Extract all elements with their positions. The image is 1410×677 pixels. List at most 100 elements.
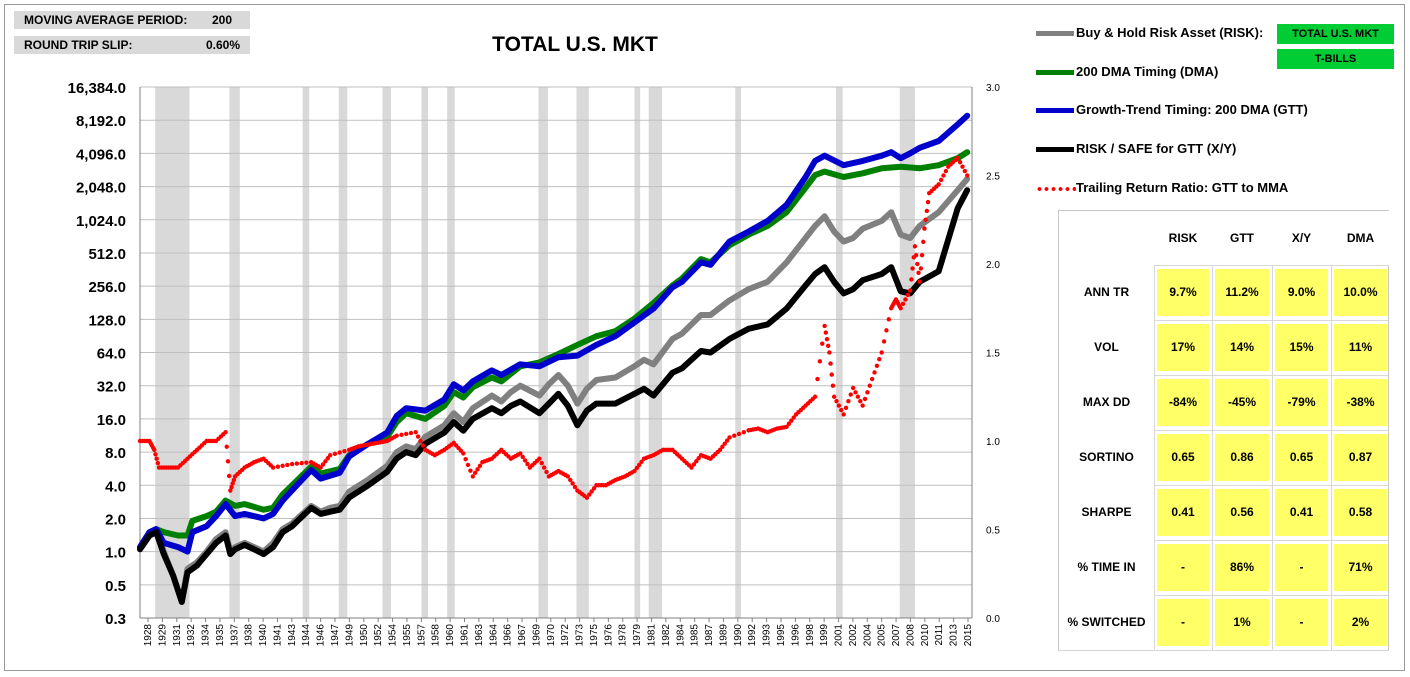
ratio-point — [915, 261, 920, 267]
ratio-point — [226, 473, 232, 479]
y-tick-label: 0.5 — [105, 578, 126, 595]
ratio-point — [299, 460, 304, 466]
ratio-point — [285, 462, 290, 468]
ratio-point — [907, 288, 913, 293]
ratio-point — [938, 177, 944, 183]
y-tick-label: 16.0 — [97, 412, 126, 429]
ratio-point — [270, 465, 276, 470]
ratio-point — [537, 456, 542, 461]
ma-period-label: MOVING AVERAGE PERIOD: — [24, 13, 188, 27]
ratio-point — [858, 398, 863, 404]
legend-dma-swatch — [1036, 70, 1074, 75]
ratio-point — [836, 403, 842, 408]
stat-value: - — [1275, 599, 1328, 646]
ratio-point — [153, 452, 158, 457]
slip-value: 0.60% — [205, 38, 240, 52]
ratio-point — [720, 444, 725, 449]
x-tick-label: 1950 — [359, 624, 370, 647]
y-tick-label: 128.0 — [88, 312, 126, 329]
x-tick-label: 1975 — [589, 624, 600, 647]
ratio-point — [925, 199, 931, 205]
x-tick-label: 1941 — [272, 624, 283, 647]
ratio-point — [829, 372, 834, 377]
x-tick-label: 1947 — [330, 624, 341, 647]
ratio-point — [824, 337, 830, 342]
ratio-point — [872, 370, 877, 375]
ratio-point — [230, 481, 235, 486]
stat-value: 71% — [1334, 544, 1387, 591]
ratio-point — [152, 447, 157, 453]
stat-value: 11.2% — [1215, 269, 1269, 316]
ratio-point — [736, 431, 742, 437]
ratio-point — [941, 173, 946, 178]
stat-value: - — [1275, 544, 1328, 591]
y-tick-label: 256.0 — [88, 279, 126, 296]
x-tick-label: 1998 — [805, 624, 816, 647]
ratio-point — [865, 390, 870, 395]
x-tick-label: 1964 — [488, 624, 499, 647]
y-tick-label: 512.0 — [88, 246, 126, 263]
table-divider — [1059, 430, 1388, 431]
slip-box: ROUND TRIP SLIP: 0.60% — [14, 36, 250, 54]
ratio-point — [815, 376, 820, 382]
ratio-point — [886, 317, 891, 322]
x-tick-label: 1982 — [661, 624, 672, 647]
x-tick-label: 1966 — [503, 624, 514, 647]
ratio-point — [394, 433, 399, 438]
stat-value: 1% — [1215, 599, 1269, 646]
ratio-point — [825, 343, 831, 349]
ratio-point — [957, 160, 963, 165]
ratio-point — [634, 465, 640, 471]
ratio-point — [475, 467, 480, 472]
x-tick-label: 1943 — [287, 624, 298, 647]
x-tick-label: 1935 — [215, 624, 226, 647]
stat-value: -84% — [1157, 379, 1209, 426]
ratio-point — [846, 398, 851, 404]
ma-period-value: 200 — [211, 13, 232, 27]
ratio-point — [924, 208, 930, 214]
ratio-point — [903, 297, 908, 302]
ratio-point — [786, 421, 792, 426]
legend-gtt-label: Growth-Trend Timing: 200 DMA (GTT) — [1076, 102, 1308, 117]
ratio-point — [691, 462, 697, 467]
ratio-point — [420, 443, 426, 448]
ratio-point — [827, 350, 832, 355]
ratio-point — [337, 450, 342, 455]
stat-value: 0.87 — [1334, 434, 1387, 481]
stat-value: 0.41 — [1157, 489, 1209, 536]
stat-value: 17% — [1157, 324, 1209, 371]
x-tick-label: 2004 — [862, 624, 873, 647]
ratio-point — [155, 460, 161, 466]
y-tick-label: 64.0 — [97, 346, 126, 363]
x-tick-label: 1937 — [229, 624, 240, 647]
ratio-point — [544, 469, 549, 475]
ratio-point — [909, 277, 914, 282]
legend-risk-label: Buy & Hold Risk Asset (RISK): — [1076, 25, 1264, 40]
row-label: VOL — [1059, 320, 1154, 375]
ratio-point — [477, 463, 483, 468]
stat-value: 0.41 — [1275, 489, 1328, 536]
stat-value: -79% — [1275, 379, 1328, 426]
ratio-point — [877, 356, 882, 362]
ratio-point — [275, 464, 281, 469]
ratio-point — [965, 173, 970, 178]
ratio-point — [831, 394, 837, 399]
ratio-point — [470, 474, 475, 479]
ratio-point — [465, 462, 471, 468]
ratio-point — [921, 239, 926, 245]
y-tick-label: 1.0 — [105, 545, 126, 562]
x-tick-label: 1960 — [445, 624, 456, 647]
ratio-point — [843, 405, 849, 411]
x-tick-label: 1955 — [402, 624, 413, 647]
x-tick-label: 1993 — [762, 624, 773, 647]
ratio-point — [539, 460, 544, 466]
y-tick-label: 16,384.0 — [68, 80, 126, 97]
ratio-point — [817, 359, 823, 364]
stat-value: - — [1157, 599, 1209, 646]
y-tick-label: 2.0 — [105, 511, 126, 528]
x-tick-label: 2008 — [905, 624, 916, 647]
ratio-point — [280, 463, 285, 468]
x-tick-label: 1990 — [733, 624, 744, 647]
ratio-point — [867, 383, 872, 388]
ratio-point — [228, 488, 233, 493]
